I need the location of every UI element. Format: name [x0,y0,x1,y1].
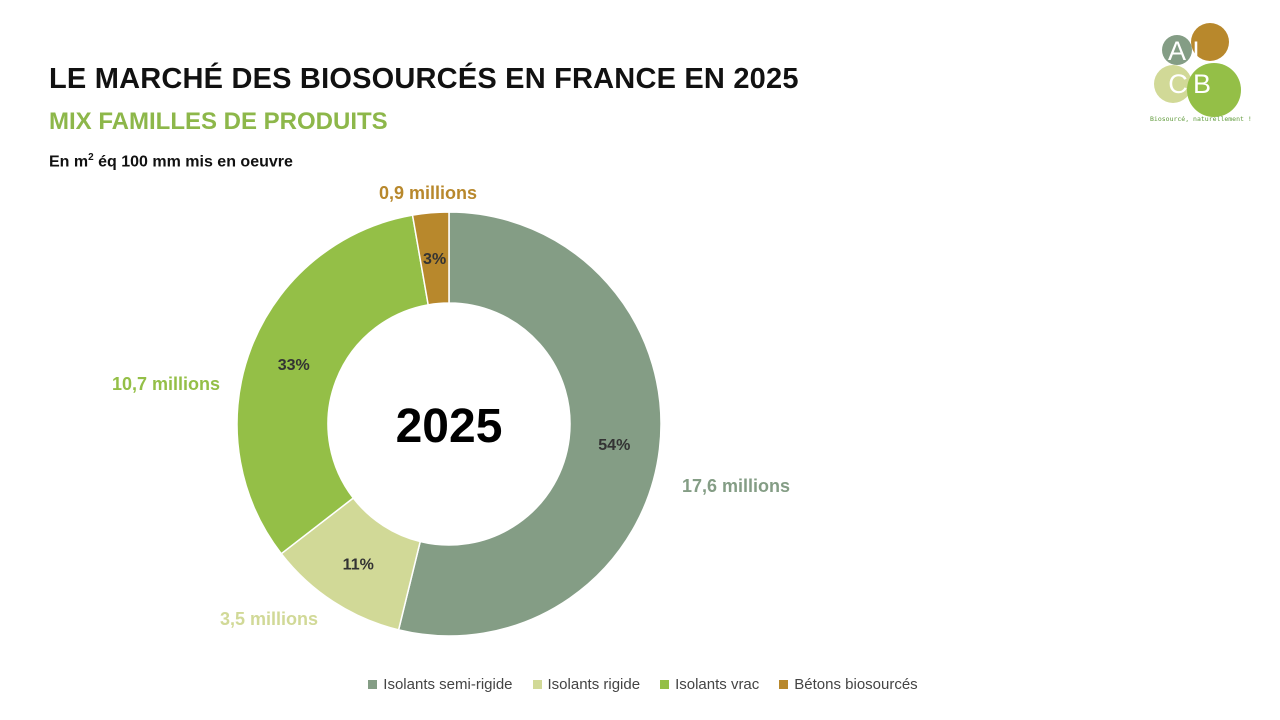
logo-letter-b: B [1193,69,1211,99]
percent-label-2: 33% [278,357,310,374]
percent-label-3: 3% [423,251,446,268]
percent-label-1: 11% [343,557,374,574]
unit-prefix: En m [49,153,89,171]
legend-item: Isolants rigide [532,676,641,693]
legend-label: Isolants semi-rigide [383,676,513,693]
page-subtitle: MIX FAMILLES DE PRODUITS [49,108,388,135]
chart-legend: Isolants semi-rigide Isolants rigide Isola… [0,676,1280,693]
legend-label: Isolants vrac [675,676,760,693]
percent-label-0: 54% [598,437,630,454]
unit-label: En m2 éq 100 mm mis en oeuvre [49,152,293,171]
legend-swatch [779,680,789,689]
legend-item: Isolants vrac [660,676,759,693]
logo-circle-b [1187,63,1241,117]
logo-circle-c [1154,65,1192,103]
donut-slice-2 [236,214,430,555]
value-label-3: 0,9 millions [379,183,477,203]
logo-letter-a: A [1168,36,1186,66]
aicb-logo: A I C B [1154,23,1241,117]
value-label-2: 10,7 millions [112,374,220,394]
page-title: LE MARCHÉ DES BIOSOURCÉS EN FRANCE EN 20… [49,63,799,95]
logo-tagline: Biosourcé, naturellement ! [1150,115,1252,123]
value-label-1: 3,5 millions [220,609,318,629]
legend-swatch [368,680,378,689]
logo-circle-i [1191,23,1229,61]
logo-letter-c: C [1168,69,1188,99]
legend-item: Bétons biosourcés [779,676,918,693]
value-label-0: 17,6 millions [682,476,790,496]
center-year-label: 2025 [396,400,503,453]
logo-letter-i: I [1192,36,1200,66]
legend-label: Isolants rigide [547,676,641,693]
legend-label: Bétons biosourcés [794,676,918,693]
unit-superscript: 2 [88,152,94,163]
donut-slice-0 [397,211,662,637]
legend-swatch [660,680,670,689]
logo-circle-a [1162,35,1192,65]
unit-suffix: éq 100 mm mis en oeuvre [93,153,293,171]
legend-swatch [532,680,542,689]
donut-slice-3 [411,211,450,306]
legend-item: Isolants semi-rigide [368,676,513,693]
